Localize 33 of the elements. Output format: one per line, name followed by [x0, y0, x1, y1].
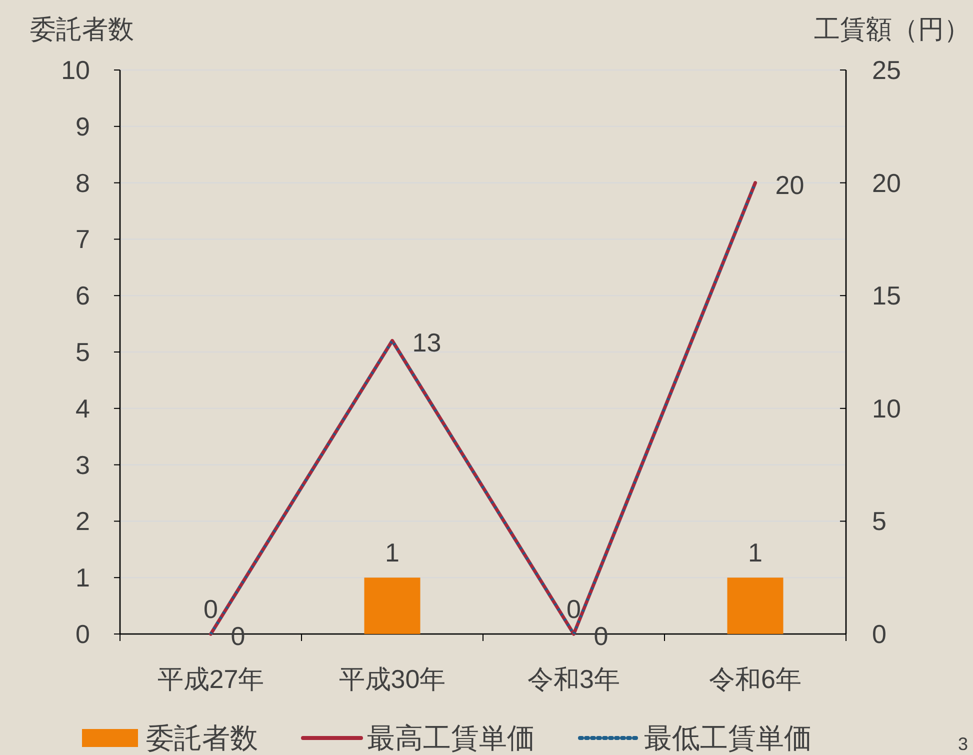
data-label: 13 — [412, 328, 442, 358]
text: 3 — [958, 734, 968, 754]
y-tick-label: 3 — [76, 450, 90, 480]
data-label: 1 — [748, 538, 762, 568]
y-tick-label: 9 — [76, 111, 90, 142]
data-label: 20 — [775, 170, 804, 200]
y2-tick-label: 0 — [872, 619, 886, 649]
y-tick-label: 4 — [76, 393, 90, 424]
x-tick-label: 令和6年 — [709, 664, 802, 694]
y-tick-label: 0 — [76, 619, 90, 649]
y-tick-label: 10 — [61, 55, 90, 85]
y2-tick-label: 25 — [872, 55, 901, 85]
x-tick-label: 平成30年 — [338, 664, 446, 694]
y2-axis-title: 工賃額（円） — [814, 14, 970, 44]
data-label: 0 — [566, 594, 581, 624]
y-axis-title: 委託者数 — [30, 14, 134, 44]
y-tick-label: 5 — [76, 337, 90, 367]
y2-tick-label: 15 — [872, 280, 901, 311]
x-tick-label: 令和3年 — [528, 664, 620, 694]
y-tick-label: 6 — [76, 280, 90, 311]
legend-label: 委託者数 — [146, 722, 258, 754]
y-tick-label: 8 — [76, 168, 90, 198]
y-tick-label: 7 — [76, 224, 90, 254]
data-label: 1 — [385, 538, 400, 568]
legend-label: 最低工賃単価 — [644, 722, 812, 754]
x-tick-label: 平成27年 — [157, 664, 264, 694]
y2-tick-label: 20 — [872, 168, 901, 198]
data-label: 0 — [204, 594, 218, 624]
legend-label: 最高工賃単価 — [367, 722, 535, 754]
y2-tick-label: 5 — [872, 506, 886, 536]
y2-tick-label: 10 — [872, 393, 901, 424]
y-tick-label: 2 — [76, 506, 90, 536]
y-tick-label: 1 — [76, 562, 90, 593]
